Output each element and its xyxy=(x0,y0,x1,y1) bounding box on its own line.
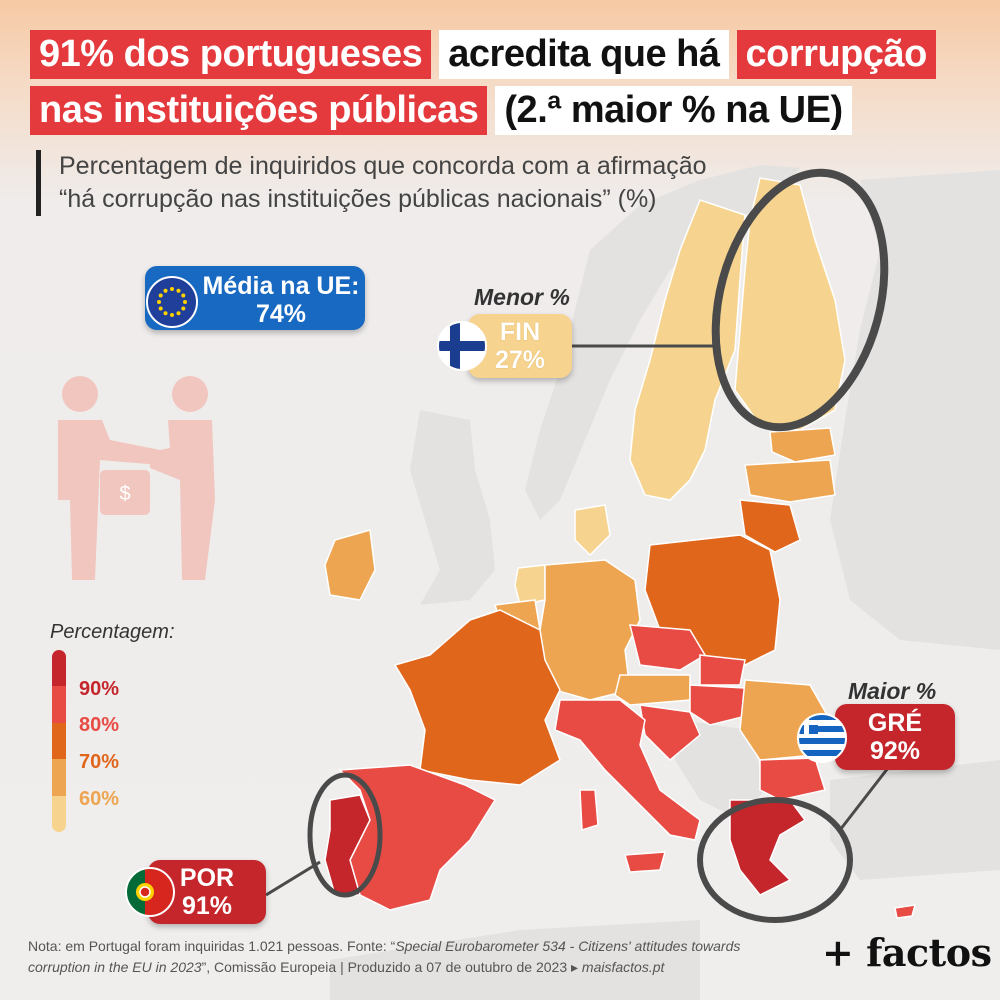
dollar-icon: $ xyxy=(119,483,130,505)
bulgaria-shape xyxy=(759,757,826,801)
turkey-land xyxy=(830,760,1000,880)
finland-circle xyxy=(711,168,889,432)
legend-swatch-60 xyxy=(52,759,66,796)
subtitle-line-1: Percentagem de inquiridos que concorda c… xyxy=(59,152,707,180)
greece-flag-icon xyxy=(797,713,847,763)
finland-value: 27% xyxy=(494,346,546,374)
slovakia-shape xyxy=(699,654,746,686)
por-connector xyxy=(265,860,321,897)
portugal-circle xyxy=(307,772,383,898)
legend-swatch-90 xyxy=(52,650,66,687)
latvia-shape xyxy=(744,459,836,503)
footnote-link[interactable]: maisfactos.pt xyxy=(581,959,665,975)
footnote-source-title-2: corruption in the EU in 2023 xyxy=(28,959,202,975)
footnote-line-2: corruption in the EU in 2023”, Comissão … xyxy=(28,957,740,978)
highest-heading: Maior % xyxy=(848,678,937,704)
annotation-marks xyxy=(265,168,890,923)
title-chip-2: acredita que há xyxy=(439,30,729,79)
legend-title: Percentagem: xyxy=(50,621,175,643)
eu-flag-icon xyxy=(146,276,198,328)
portugal-flag-icon xyxy=(125,867,175,917)
legend-swatch-80 xyxy=(52,686,66,723)
legend-swatch-50 xyxy=(52,795,66,832)
austria-shape xyxy=(614,674,691,706)
title-chip-4: nas instituições públicas xyxy=(30,86,488,135)
russia-land xyxy=(830,170,1000,650)
czechia-shape xyxy=(629,624,707,671)
footnote-text-1: Nota: em Portugal foram inquiridas 1.021… xyxy=(28,938,396,954)
portugal-code: POR xyxy=(179,864,235,892)
lowest-heading: Menor % xyxy=(474,284,570,310)
finland-code: FIN xyxy=(499,318,541,346)
title-line-2: nas instituições públicas (2.ª maior % na… xyxy=(30,86,852,135)
title-chip-1: 91% dos portugueses xyxy=(30,30,432,79)
footnote-text-2: ”, Comissão Europeia | Produzido a 07 de… xyxy=(201,959,582,975)
eu-average-label: Média na UE: xyxy=(202,272,360,300)
slovenia-croatia-shape xyxy=(639,704,701,762)
footnote-line-1: Nota: em Portugal foram inquiridas 1.021… xyxy=(28,936,740,957)
footnote-source-title-1: Special Eurobarometer 534 - Citizens' at… xyxy=(395,938,741,954)
italy-shape xyxy=(554,699,701,841)
balkans-land xyxy=(675,720,765,820)
title-chip-3: corrupção xyxy=(736,30,936,79)
netherlands-shape xyxy=(514,564,546,606)
portugal-value: 91% xyxy=(181,892,233,920)
greece-value: 92% xyxy=(869,737,921,765)
title-chip-5: (2.ª maior % na UE) xyxy=(495,86,852,135)
sicily-shape xyxy=(624,851,667,873)
legend-label-60: 60% xyxy=(79,788,120,810)
lithuania-shape xyxy=(739,499,801,553)
gre-connector xyxy=(838,767,890,831)
portugal-shape xyxy=(324,794,371,896)
sweden-shape xyxy=(629,199,746,501)
subtitle: Percentagem de inquiridos que concorda c… xyxy=(36,150,707,216)
handshake-icon xyxy=(58,376,215,580)
greece-code: GRÉ xyxy=(867,709,923,737)
legend-label-80: 80% xyxy=(79,714,120,736)
subtitle-line-2: “há corrupção nas instituições públicas … xyxy=(59,185,657,213)
greece-circle xyxy=(697,797,853,923)
legend-label-90: 90% xyxy=(79,678,120,700)
brand-logo: + factos xyxy=(822,930,992,975)
estonia-shape xyxy=(769,427,836,463)
norway-land xyxy=(525,165,800,520)
africa-land xyxy=(330,920,700,1000)
france-shape xyxy=(393,609,561,786)
cyprus-shape xyxy=(894,904,917,919)
greece-callout: GRÉ 92% xyxy=(835,704,955,770)
uk-land xyxy=(410,410,495,605)
greece-shape xyxy=(729,799,807,896)
finland-flag-icon xyxy=(437,321,487,371)
eu-average-value: 74% xyxy=(255,300,307,328)
germany-shape xyxy=(539,559,641,701)
legend-swatch-70 xyxy=(52,722,66,760)
legend-color-bar xyxy=(52,650,66,832)
denmark-shape xyxy=(574,504,611,557)
footnote: Nota: em Portugal foram inquiridas 1.021… xyxy=(28,936,740,978)
ireland-shape xyxy=(324,529,376,601)
legend-label-70: 70% xyxy=(79,751,120,773)
title-line-1: 91% dos portugueses acredita que há corrup… xyxy=(30,30,936,79)
eu-countries xyxy=(324,177,917,919)
hungary-shape xyxy=(689,684,751,726)
sardinia-shape xyxy=(579,789,599,832)
non-eu-land xyxy=(330,165,1000,1000)
